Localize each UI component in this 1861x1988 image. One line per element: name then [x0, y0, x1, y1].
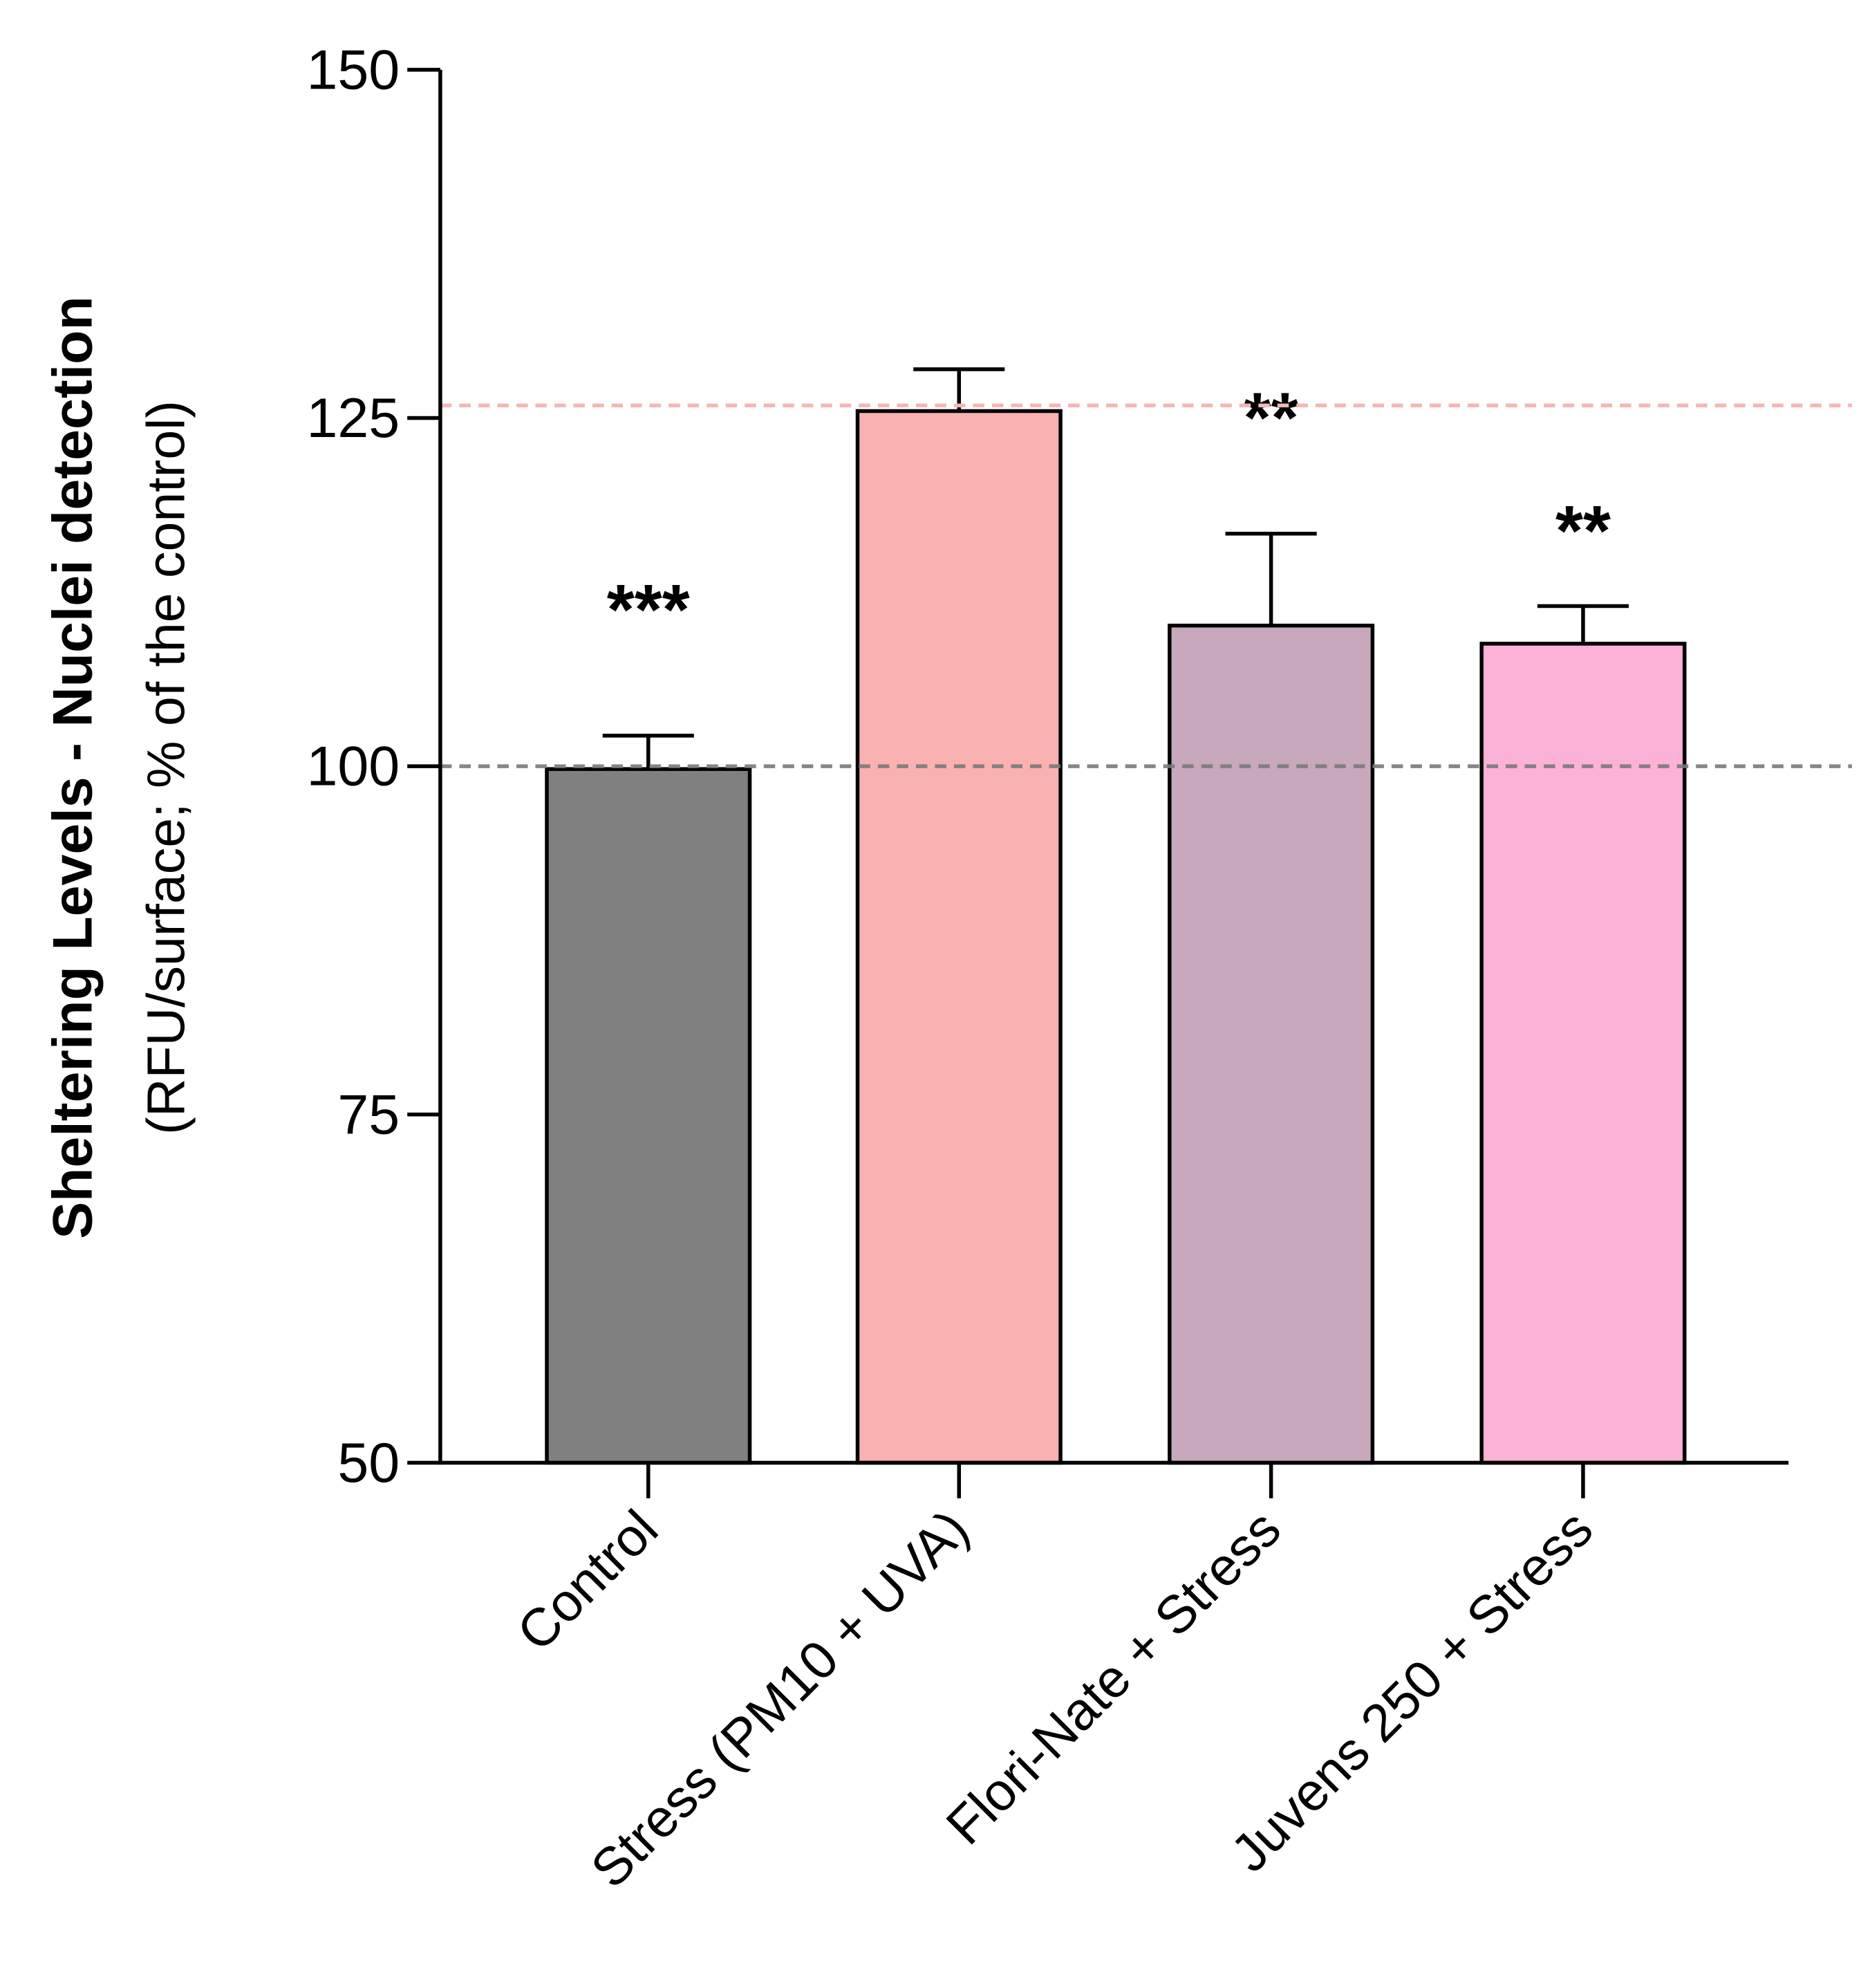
y-tick-label: 125: [306, 387, 400, 449]
y-tick-label: 150: [306, 39, 400, 101]
x-tick-label: Control: [506, 1499, 669, 1662]
reference-lines: [440, 403, 1852, 768]
significance-label: **: [1555, 491, 1611, 570]
y-axis-title: Sheltering Levels - Nuclei detection: [41, 296, 104, 1239]
significance-label: **: [1244, 378, 1299, 458]
x-tick-label: Flori-Nate + Stress: [935, 1499, 1292, 1856]
bar-0: [545, 767, 752, 1465]
bar-2: [1168, 623, 1375, 1465]
y-tick-label: 50: [337, 1432, 400, 1494]
y-tick-label: 75: [337, 1084, 400, 1146]
bars: *******: [545, 367, 1687, 1465]
x-tick-label: Juvens 250 + Stress: [1219, 1499, 1604, 1884]
bar-1: [855, 409, 1063, 1465]
y-axis-subtitle: (RFU/surface; % of the control): [136, 400, 196, 1135]
significance-label: ***: [607, 570, 690, 649]
bar-3: [1479, 642, 1687, 1465]
y-tick-label: 100: [306, 736, 400, 798]
